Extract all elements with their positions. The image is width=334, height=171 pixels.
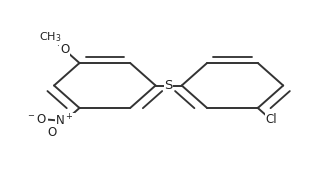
Text: O: O bbox=[60, 43, 69, 56]
Text: S: S bbox=[164, 79, 173, 92]
Text: Cl: Cl bbox=[265, 113, 277, 126]
Text: CH$_3$: CH$_3$ bbox=[39, 31, 62, 44]
Text: $^-$O: $^-$O bbox=[26, 113, 47, 126]
Text: O: O bbox=[47, 126, 57, 139]
Text: N$^+$: N$^+$ bbox=[55, 113, 74, 129]
